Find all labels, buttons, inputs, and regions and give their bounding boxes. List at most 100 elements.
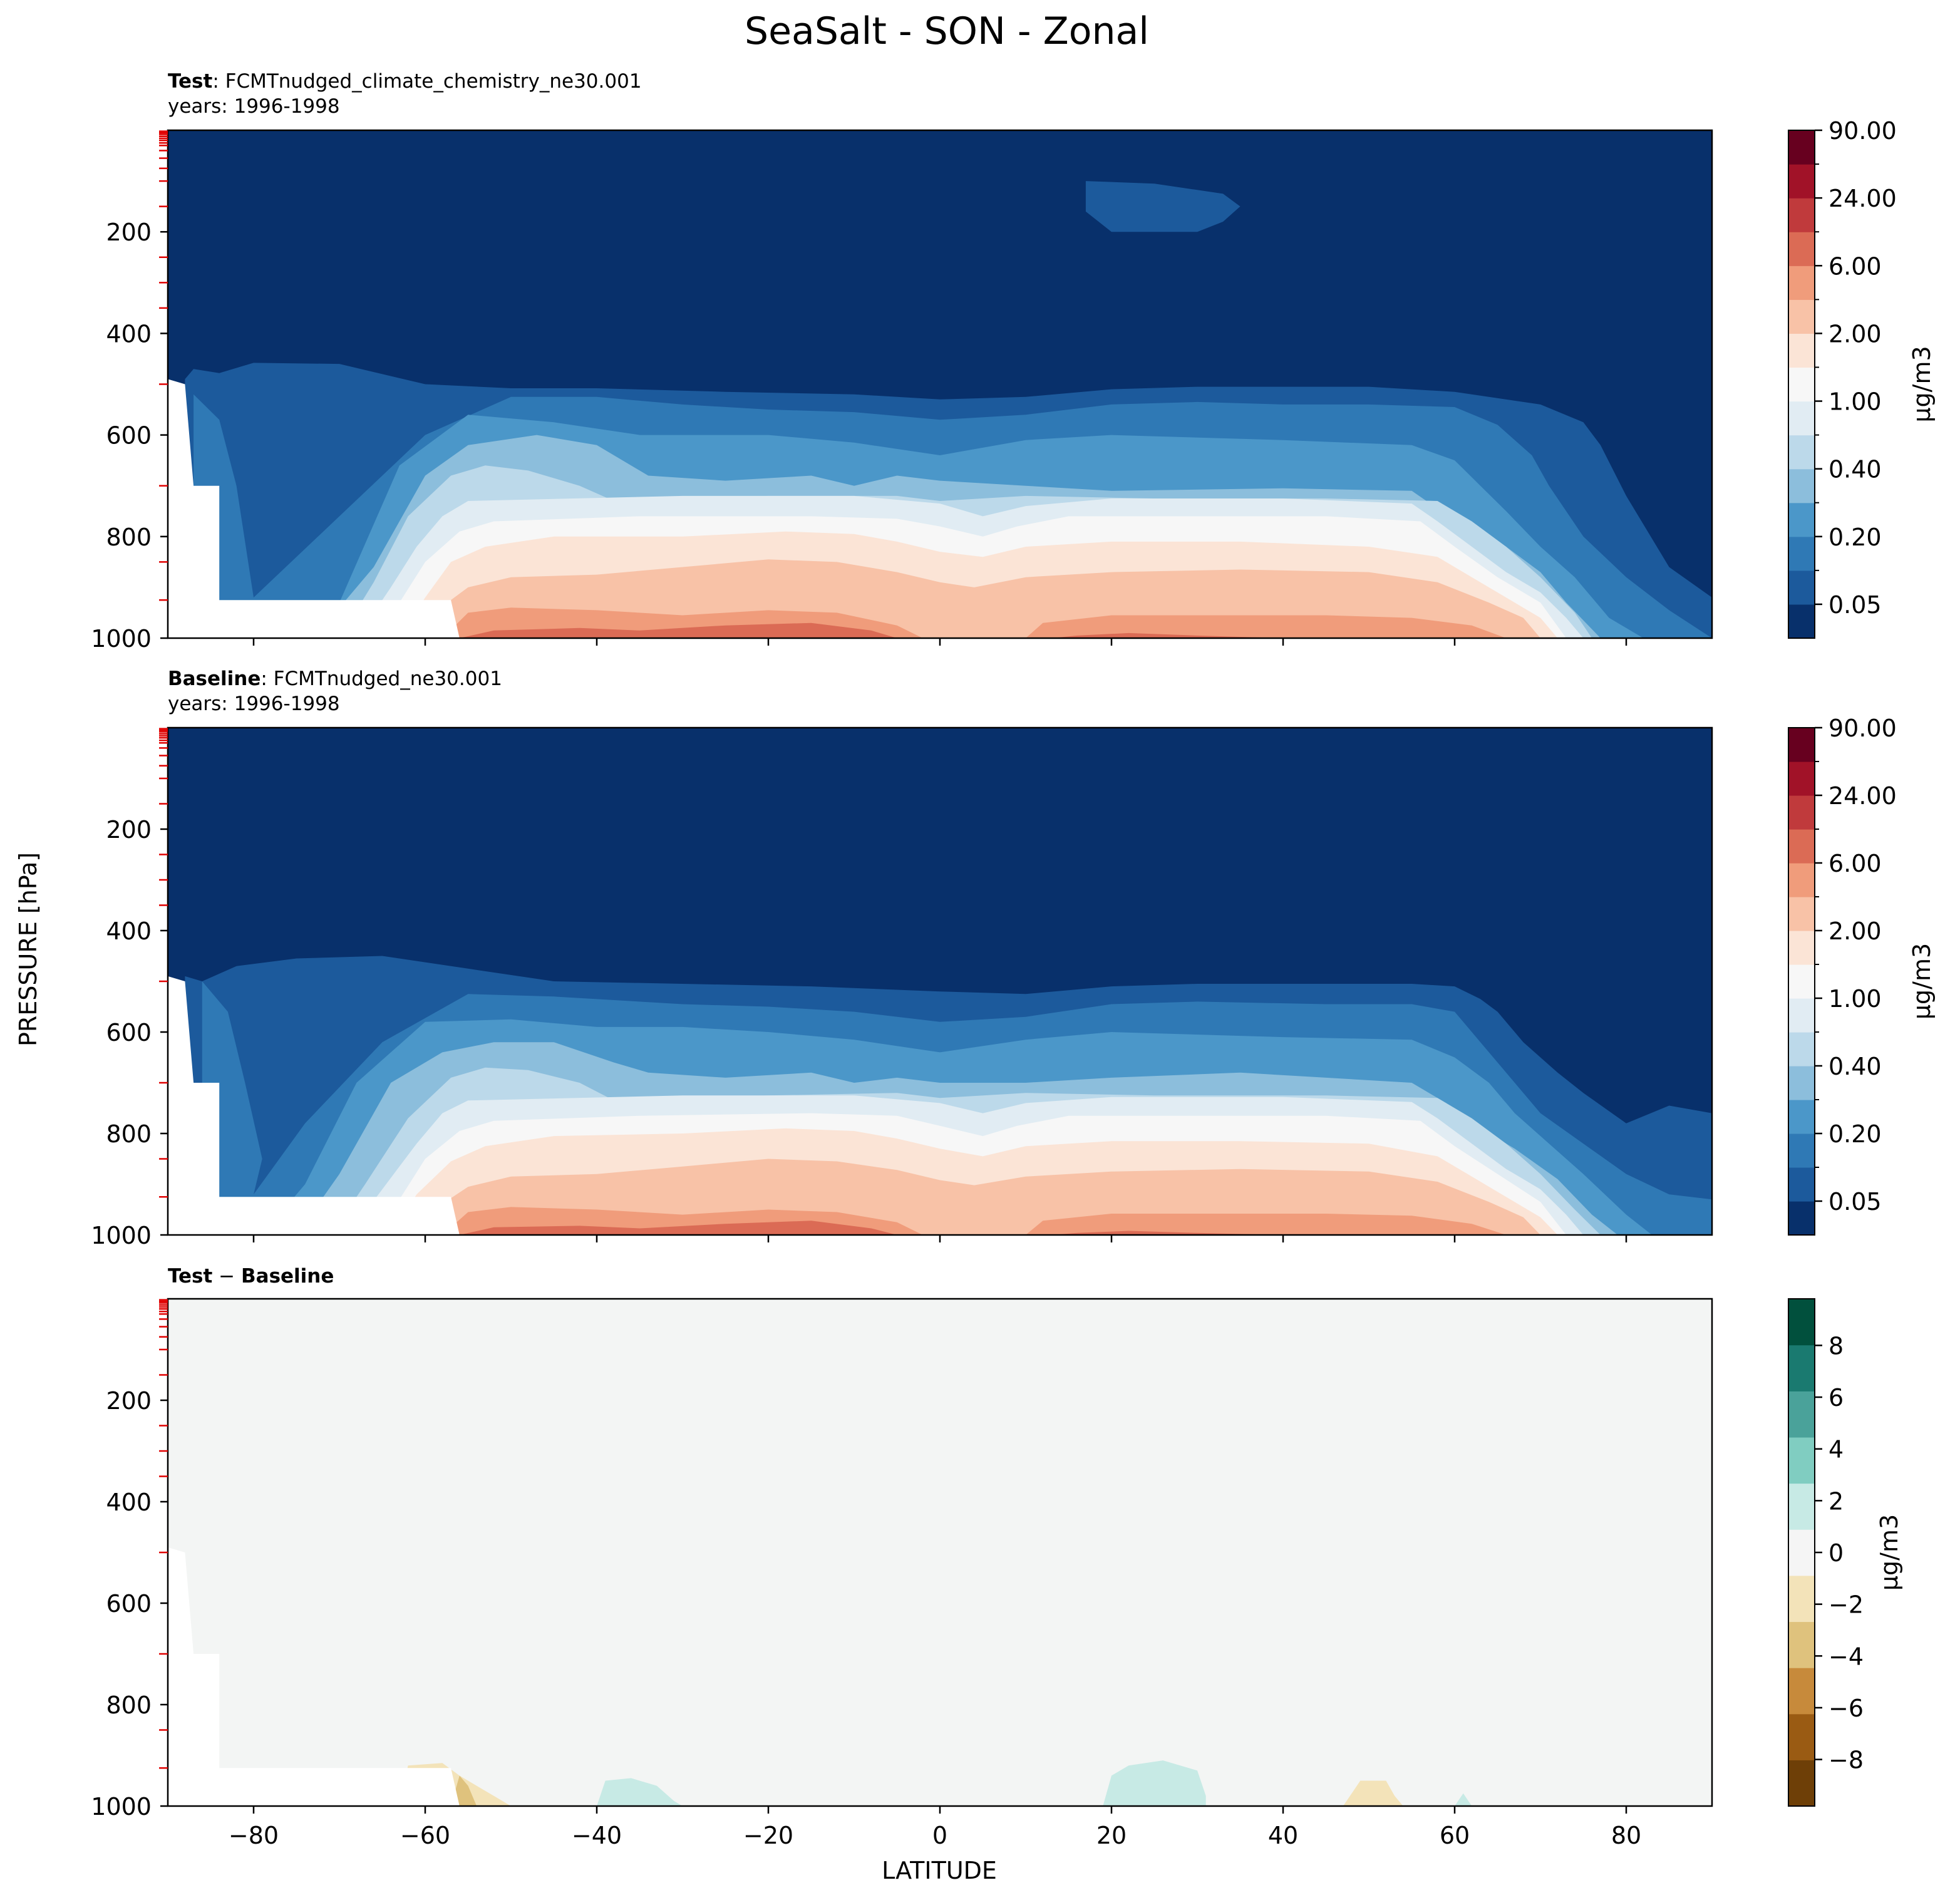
colorbar-segment: [1788, 401, 1815, 436]
colorbar-segment: [1788, 998, 1815, 1033]
colorbar-tick-label: 90.00: [1828, 117, 1897, 145]
colorbar-segment: [1788, 795, 1815, 830]
y-tick-label: 1000: [91, 1222, 152, 1249]
y-tick-label: 600: [106, 422, 152, 450]
colorbar-tick-label: 90.00: [1828, 715, 1897, 742]
colorbar-segment: [1788, 1575, 1815, 1623]
colorbar-tick-label: 0.20: [1828, 1120, 1882, 1148]
colorbar-label: μg/m3: [1875, 1514, 1903, 1591]
colorbar-segment: [1788, 232, 1815, 266]
colorbar-frame: [1788, 130, 1815, 639]
colorbar-tick-label: 1.00: [1828, 388, 1882, 416]
y-tick-label: 1000: [91, 1793, 152, 1820]
colorbar-segment: [1788, 130, 1815, 165]
y-tick-label: 1000: [91, 625, 152, 653]
shared-y-axis-label: PRESSURE [hPa]: [14, 852, 42, 1046]
panel-title: Test − Baseline: [168, 1265, 334, 1288]
colorbar-tick-label: 0.40: [1828, 456, 1882, 483]
y-tick-label: 400: [106, 917, 152, 945]
colorbar-segment: [1788, 1483, 1815, 1530]
colorbar-tick-label: 8: [1828, 1332, 1844, 1360]
y-tick-label: 200: [106, 1387, 152, 1415]
panel-title-bold: Test: [168, 1265, 213, 1288]
colorbar-segment: [1788, 1133, 1815, 1168]
colorbar-segment: [1788, 536, 1815, 571]
colorbar-segment: [1788, 333, 1815, 368]
contour-level-24-48: [459, 622, 1472, 638]
x-tick-label: −40: [572, 1822, 622, 1849]
colorbar-segment: [1788, 198, 1815, 232]
x-tick-label: −60: [400, 1822, 450, 1849]
colorbar-tick-label: 24.00: [1828, 782, 1897, 810]
panel-subtitle: years: 1996-1998: [168, 693, 340, 715]
colorbar-segment: [1788, 1391, 1815, 1438]
difference-patch-3: [597, 1778, 683, 1806]
colorbar-tick-label: 1.00: [1828, 985, 1882, 1013]
colorbar-tick-label: 2.00: [1828, 917, 1882, 945]
colorbar-frame: [1788, 727, 1815, 1236]
plot-area: [168, 130, 1712, 638]
colorbar-segment: [1788, 570, 1815, 605]
panel-title: Baseline: FCMTnudged_ne30.001: [168, 668, 502, 690]
panel-title-bold: Test: [168, 70, 213, 93]
panel-title-bold: Baseline: [168, 668, 260, 690]
contour-patch: [1085, 181, 1240, 232]
y-tick-label: 600: [106, 1019, 152, 1046]
colorbar-segment: [1788, 829, 1815, 864]
colorbar-segment: [1788, 1100, 1815, 1134]
y-tick-label: 200: [106, 816, 152, 844]
plot-area: [168, 728, 1712, 1235]
figure-title: SeaSalt - SON - Zonal: [745, 9, 1149, 53]
colorbar-tick-label: −6: [1828, 1695, 1864, 1722]
colorbar-segment: [1788, 502, 1815, 537]
contour-level-24-48: [459, 1221, 1472, 1235]
colorbar-tick-label: 2.00: [1828, 320, 1882, 348]
colorbar-tick-label: 6.00: [1828, 850, 1882, 877]
colorbar-tick-label: 2: [1828, 1487, 1844, 1515]
y-tick-label: 600: [106, 1590, 152, 1618]
colorbar: −8 −6 −4 −2 0 2 4 6 8 μg/m3: [1788, 1298, 1903, 1807]
panel-title-bold: Baseline: [241, 1265, 334, 1288]
colorbar-segment: [1788, 1032, 1815, 1066]
colorbar-segment: [1788, 1713, 1815, 1760]
colorbar-label: μg/m3: [1908, 943, 1936, 1020]
colorbar: 0.05 0.20 0.40 1.00 2.00 6.00 24.00 90.00 μg/m3: [1788, 117, 1936, 639]
panel-title-rest: : FCMTnudged_climate_chemistry_ne30.001: [212, 70, 641, 93]
x-tick-label: 60: [1440, 1822, 1470, 1849]
colorbar-tick-label: 0.05: [1828, 1188, 1882, 1216]
difference-patch-4: [1103, 1760, 1206, 1806]
colorbar-segment: [1788, 762, 1815, 796]
colorbar-segment: [1788, 164, 1815, 199]
colorbar-segment: [1788, 468, 1815, 503]
colorbar-segment: [1788, 1668, 1815, 1715]
colorbar-tick-label: 6.00: [1828, 252, 1882, 280]
y-tick-label: 800: [106, 1120, 152, 1148]
colorbar-segment: [1788, 1201, 1815, 1236]
colorbar-segment: [1788, 604, 1815, 639]
difference-patch-6: [1455, 1793, 1472, 1806]
colorbar-segment: [1788, 1345, 1815, 1391]
colorbar-segment: [1788, 931, 1815, 965]
difference-patch-5: [1343, 1780, 1403, 1806]
topography-mask: [168, 976, 460, 1235]
x-tick-label: 40: [1268, 1822, 1298, 1849]
colorbar-segment: [1788, 897, 1815, 931]
panel-2: 200 400 600 800 1000 Baseline: FCMTnudged_ne3…: [91, 668, 1936, 1249]
colorbar-tick-label: −2: [1828, 1591, 1864, 1619]
colorbar-segment: [1788, 1437, 1815, 1484]
colorbar-segment: [1788, 299, 1815, 334]
colorbar-segment: [1788, 964, 1815, 999]
x-tick-label: 80: [1611, 1822, 1641, 1849]
x-tick-label: −20: [743, 1822, 793, 1849]
colorbar-segment: [1788, 1167, 1815, 1202]
colorbar-segment: [1788, 1760, 1815, 1807]
x-tick-label: 0: [932, 1822, 947, 1849]
panel-1: 200 400 600 800 1000 Test: FCMTnudged_climate…: [91, 70, 1936, 653]
x-tick-label: −80: [229, 1822, 279, 1849]
colorbar-tick-label: 0.40: [1828, 1053, 1882, 1080]
x-axis-label: LATITUDE: [882, 1857, 997, 1884]
colorbar-tick-label: 6: [1828, 1384, 1844, 1412]
colorbar-segment: [1788, 1621, 1815, 1668]
panel-subtitle: years: 1996-1998: [168, 95, 340, 118]
